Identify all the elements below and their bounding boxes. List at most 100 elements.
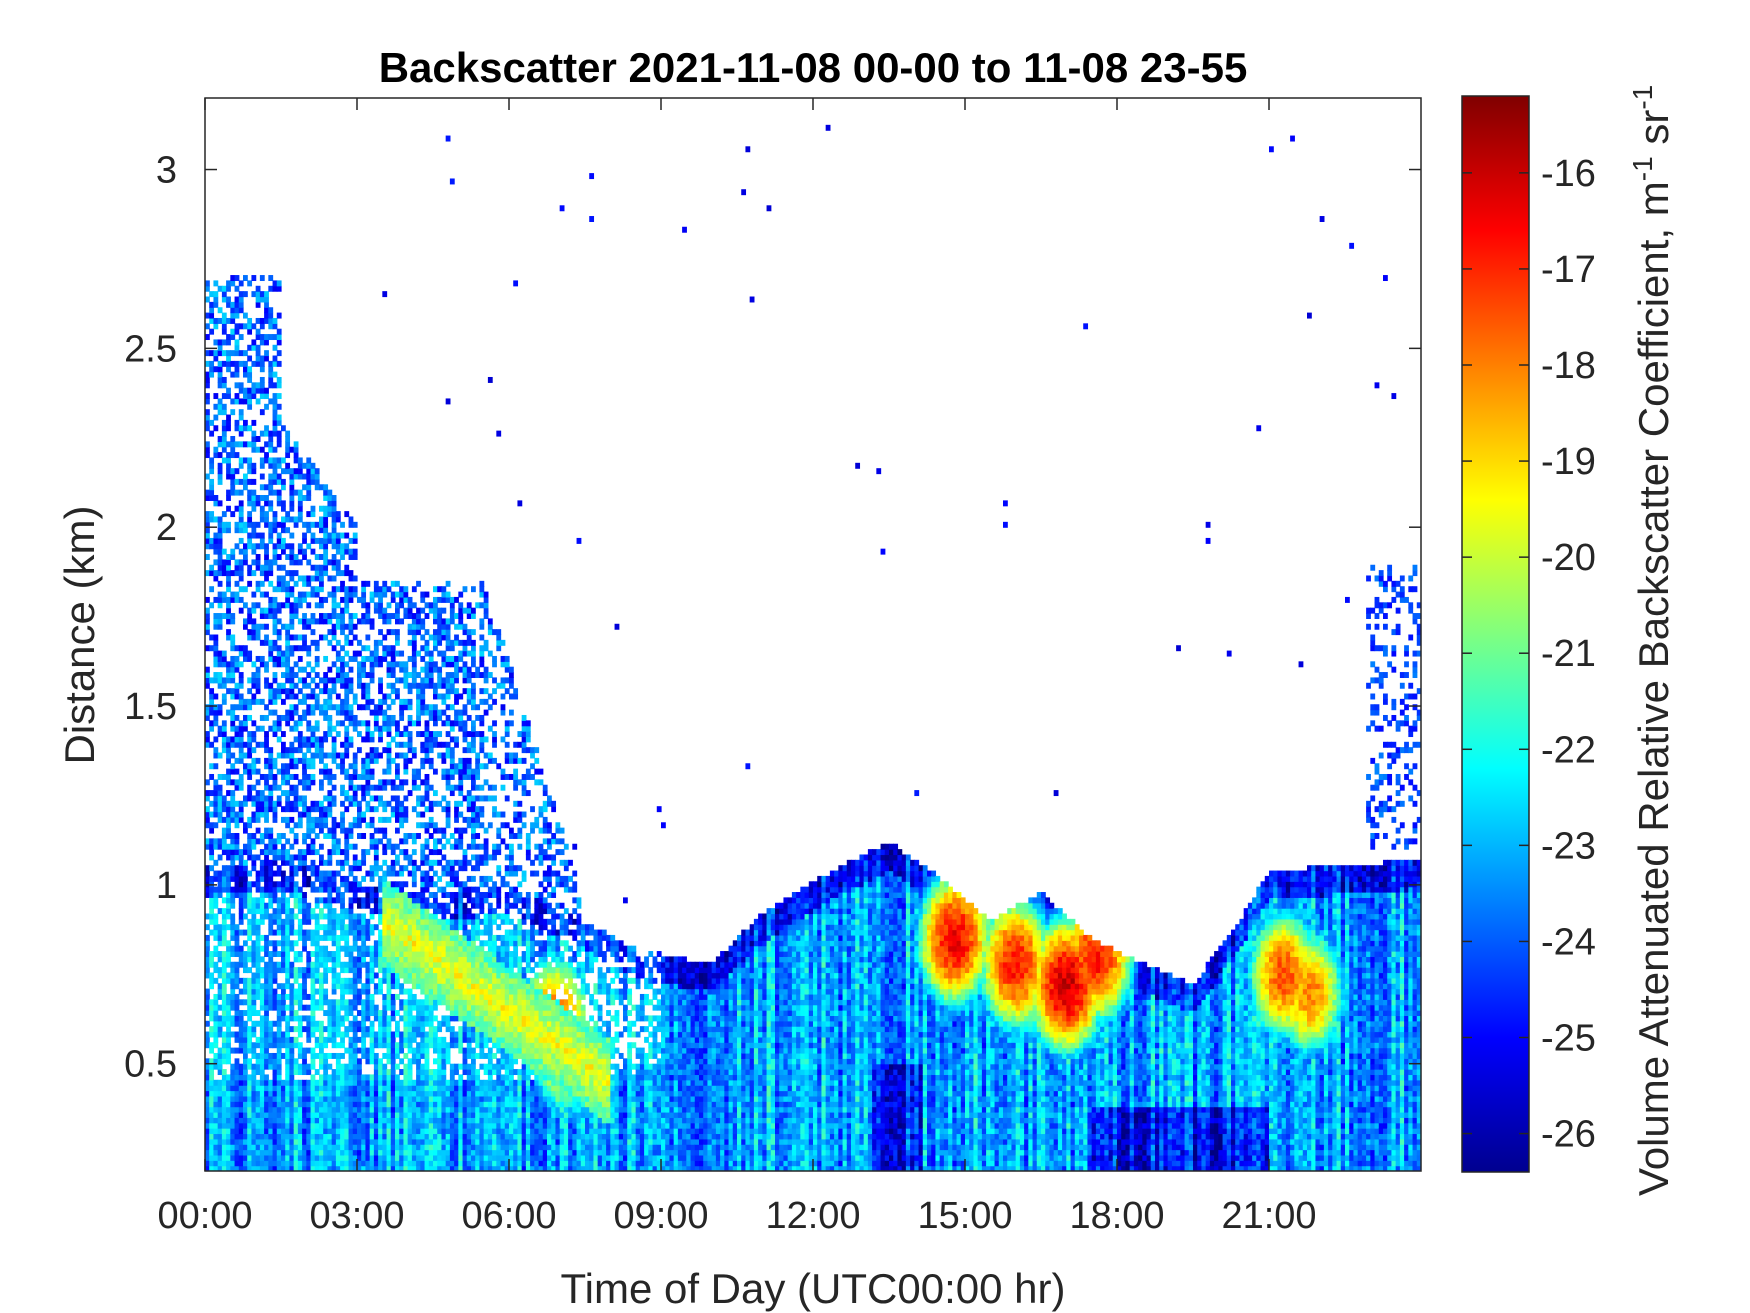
heatmap-cell — [276, 1138, 282, 1145]
heatmap-cell — [217, 725, 223, 732]
heatmap-cell — [314, 849, 320, 856]
heatmap-cell — [234, 945, 240, 952]
heatmap-cell — [433, 768, 438, 775]
heatmap-cell — [399, 1090, 405, 1097]
heatmap-cell — [323, 961, 329, 968]
heatmap-cell — [319, 1144, 324, 1151]
heatmap-cell — [365, 1052, 371, 1059]
heatmap-cell — [221, 1149, 227, 1156]
heatmap-cell — [390, 1095, 396, 1102]
heatmap-cell — [344, 1026, 350, 1033]
heatmap-cell — [243, 865, 248, 872]
heatmap-cell — [302, 918, 307, 925]
heatmap-cell — [217, 806, 223, 813]
heatmap-cell — [420, 1122, 426, 1129]
heatmap-cell — [306, 575, 312, 582]
heatmap-cell — [276, 940, 282, 947]
heatmap-cell — [348, 924, 354, 931]
heatmap-cell — [281, 902, 286, 909]
heatmap-cell — [293, 1101, 299, 1108]
heatmap-cell — [251, 736, 257, 743]
heatmap-cell — [234, 580, 240, 587]
heatmap-cell — [433, 1047, 438, 1054]
heatmap-cell — [390, 1090, 396, 1097]
heatmap-cell — [268, 376, 274, 383]
heatmap-cell — [234, 822, 240, 829]
heatmap-cell — [407, 602, 413, 609]
heatmap-cell — [276, 1133, 282, 1140]
heatmap-cell — [213, 537, 219, 544]
heatmap-cell — [344, 1117, 350, 1124]
heatmap-cell — [331, 1144, 337, 1151]
heatmap-cell — [205, 1138, 210, 1145]
heatmap-cell — [344, 838, 350, 845]
heatmap-cell — [327, 902, 333, 909]
heatmap-cell — [323, 806, 329, 813]
heatmap-cell — [289, 983, 295, 990]
heatmap-cell — [390, 655, 396, 662]
heatmap-cell — [230, 655, 236, 662]
heatmap-cell — [247, 532, 253, 539]
heatmap-cell — [205, 1122, 210, 1129]
heatmap-cell — [276, 784, 282, 791]
heatmap-cell — [247, 1095, 253, 1102]
heatmap-cell — [386, 956, 392, 963]
heatmap-cell — [319, 1020, 324, 1027]
heatmap-cell — [390, 1074, 396, 1081]
heatmap-cell — [306, 763, 312, 770]
heatmap-cell — [399, 1101, 405, 1108]
heatmap-cell — [395, 870, 400, 877]
heatmap-cell — [259, 366, 265, 373]
heatmap-cell — [310, 859, 316, 866]
heatmap-cell — [411, 897, 417, 904]
heatmap-cell — [335, 999, 341, 1006]
heatmap-cell — [243, 1031, 248, 1038]
heatmap-cell — [243, 1052, 248, 1059]
heatmap-cell — [306, 1149, 312, 1156]
heatmap-cell — [382, 972, 388, 979]
heatmap-cell — [264, 307, 269, 314]
heatmap-cell — [234, 344, 240, 351]
heatmap-cell — [399, 650, 405, 657]
heatmap-cell — [428, 1042, 434, 1049]
heatmap-cell — [411, 672, 417, 679]
heatmap-cell — [323, 913, 329, 920]
heatmap-cell — [327, 897, 333, 904]
heatmap-cell — [264, 1047, 269, 1054]
heatmap-cell — [327, 800, 333, 807]
heatmap-cell — [399, 999, 405, 1006]
heatmap-cell — [319, 881, 324, 888]
heatmap-cell — [407, 859, 413, 866]
heatmap-cell — [264, 1042, 269, 1049]
heatmap-cell — [289, 881, 295, 888]
heatmap-cell — [293, 1117, 299, 1124]
heatmap-cell — [238, 334, 244, 341]
heatmap-cell — [285, 908, 291, 915]
heatmap-cell — [340, 1106, 345, 1113]
heatmap-cell — [209, 983, 215, 990]
heatmap-cell — [281, 548, 286, 555]
heatmap-cell — [213, 1133, 219, 1140]
heatmap-cell — [319, 1106, 324, 1113]
heatmap-cell — [411, 1165, 417, 1171]
heatmap-cell — [373, 983, 379, 990]
heatmap-cell — [259, 516, 265, 523]
heatmap-cell — [344, 886, 350, 893]
heatmap-cell — [310, 564, 316, 571]
heatmap-cell — [289, 554, 295, 560]
heatmap-cell — [373, 1015, 379, 1022]
heatmap-cell — [276, 999, 282, 1006]
heatmap-cell — [395, 1165, 400, 1171]
heatmap-cell — [213, 892, 219, 898]
heatmap-cell — [234, 1165, 240, 1171]
heatmap-cell — [247, 468, 253, 475]
heatmap-cell — [420, 951, 426, 957]
heatmap-cell — [285, 961, 291, 968]
heatmap-cell — [285, 1106, 291, 1113]
heatmap-cell — [230, 1165, 236, 1171]
heatmap-cell — [331, 827, 337, 834]
heatmap-cell — [348, 1095, 354, 1102]
heatmap-cell — [382, 849, 388, 856]
heatmap-cell — [209, 849, 215, 856]
heatmap-cell — [340, 554, 345, 560]
